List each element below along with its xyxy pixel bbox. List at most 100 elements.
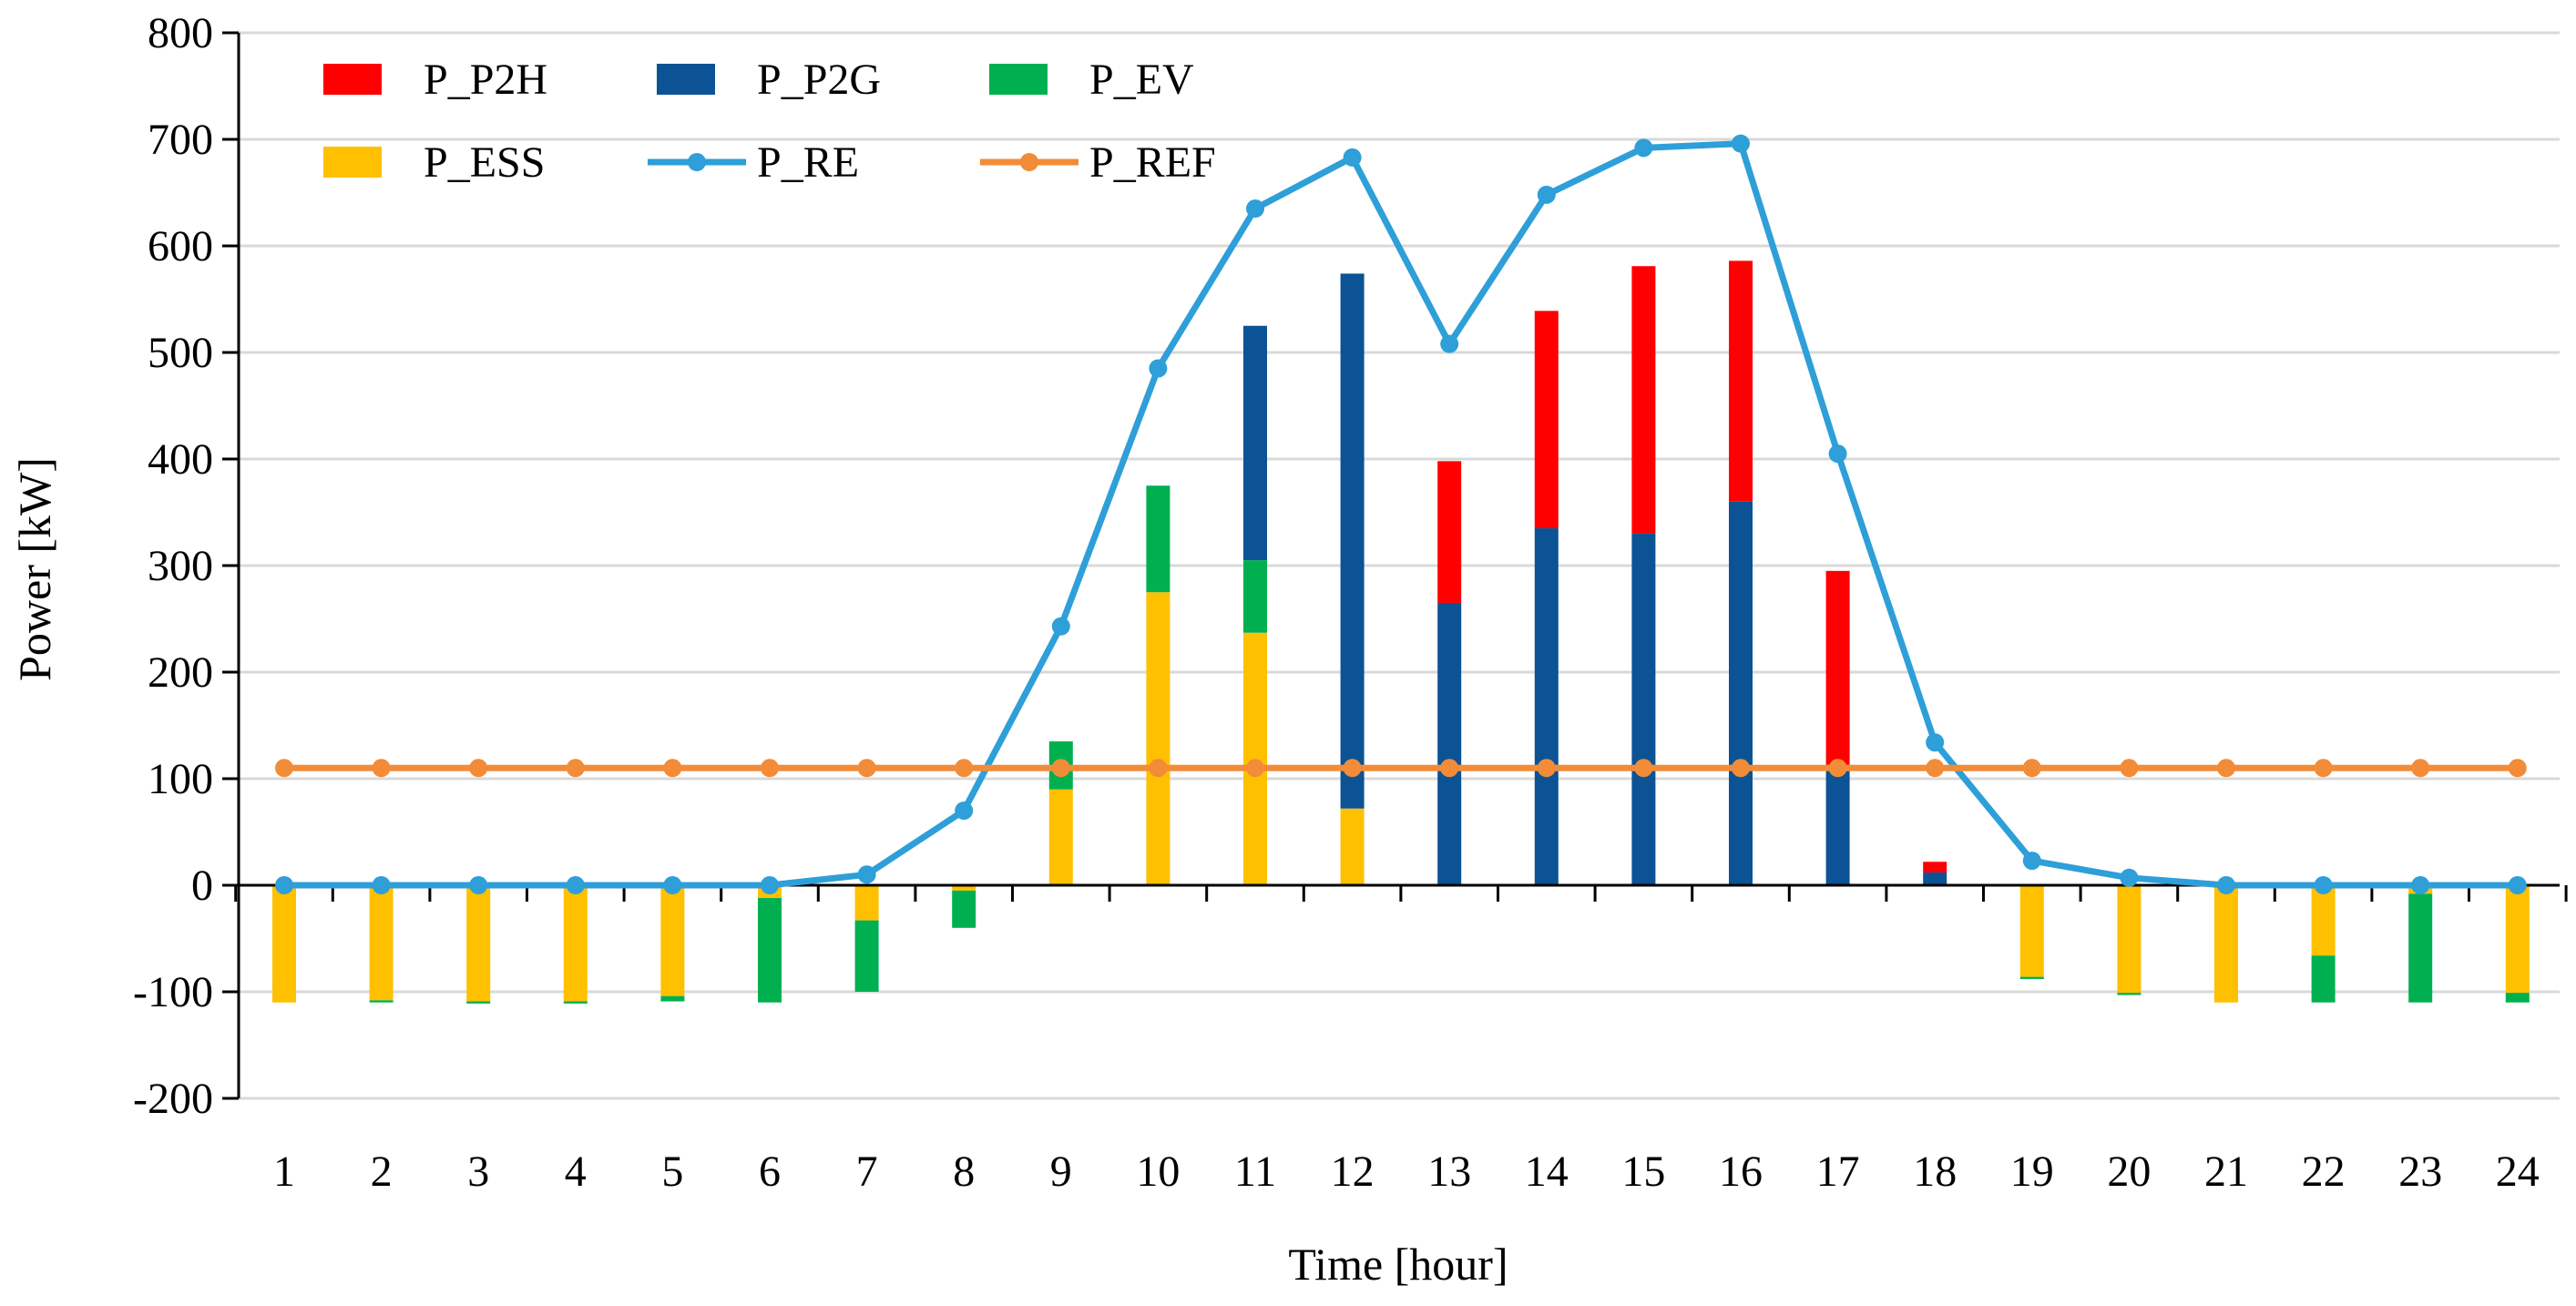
bar-p-ess (2117, 885, 2142, 994)
bar-p-p2g (1243, 325, 1267, 561)
legend-item-p-ess: P_ESS (323, 138, 545, 187)
point-p-re (2508, 876, 2527, 894)
point-p-re (1828, 444, 1847, 464)
point-p-ref (761, 759, 779, 778)
legend-label-p-p2h: P_P2H (424, 56, 547, 104)
point-p-ref (1051, 759, 1070, 778)
bar-p-p2h (1923, 862, 1947, 872)
legend-swatch-p-ev (989, 64, 1048, 95)
bar-p-ess (952, 885, 976, 891)
y-tick-label: -200 (133, 1075, 213, 1123)
x-tick-label: 17 (1816, 1148, 1860, 1196)
x-tick-label: 19 (2010, 1148, 2054, 1196)
x-tick-label: 14 (1525, 1148, 1569, 1196)
point-p-re (1634, 138, 1653, 158)
bar-p-ess (563, 885, 588, 1002)
y-tick-label: 0 (191, 862, 213, 910)
bar-p-ev (758, 898, 782, 1003)
point-p-ref (1246, 759, 1264, 778)
bar-p-p2h (1631, 266, 1656, 534)
point-p-re (2120, 868, 2139, 887)
x-tick-label: 2 (371, 1148, 393, 1196)
bar-p-p2h (1437, 461, 1462, 603)
y-tick-label: 300 (148, 542, 213, 590)
x-tick-label: 12 (1331, 1148, 1375, 1196)
grid-lines (239, 31, 2560, 1100)
point-p-ref (2411, 759, 2430, 778)
bar-p-p2g (1534, 528, 1559, 885)
legend-swatch-p-p2g (657, 64, 715, 95)
bar-p-ess (1146, 592, 1170, 885)
x-tick-label: 15 (1621, 1148, 1665, 1196)
y-axis-title: Power [kW] (9, 457, 60, 681)
point-p-ref (2508, 759, 2527, 778)
point-p-re (1051, 617, 1070, 636)
bar-p-ess (1048, 789, 1073, 885)
bar-p-ess (1340, 808, 1365, 885)
x-tick-label: 22 (2302, 1148, 2346, 1196)
bar-p-ev (466, 1001, 491, 1004)
point-p-ref (857, 759, 876, 778)
point-p-re (566, 876, 585, 894)
point-p-ref (469, 759, 488, 778)
bar-p-ess (2214, 885, 2238, 1003)
bar-p-ev (952, 890, 976, 928)
point-p-re (1440, 334, 1459, 353)
point-p-re (1343, 148, 1362, 167)
y-tick-label: -100 (133, 968, 213, 1016)
x-tick-label: 18 (1913, 1148, 1957, 1196)
point-p-ref (1440, 759, 1459, 778)
legend-label-p-ess: P_ESS (424, 138, 545, 187)
point-p-re (275, 876, 293, 894)
point-p-ref (2120, 759, 2139, 778)
point-p-ref (566, 759, 585, 778)
point-p-re (663, 876, 682, 894)
y-tick-label: 800 (148, 9, 213, 57)
bar-p-ev (1243, 560, 1267, 633)
x-tick-label: 4 (565, 1148, 587, 1196)
legend-label-p-re: P_RE (757, 138, 859, 187)
bar-p-ev (2408, 893, 2433, 1003)
point-p-re (1732, 134, 1750, 153)
legend-marker-p-re (688, 153, 706, 171)
y-tick-label: 600 (148, 222, 213, 270)
x-tick-label: 10 (1136, 1148, 1180, 1196)
bar-p-p2g (1631, 533, 1656, 885)
x-tick-label: 24 (2496, 1148, 2540, 1196)
point-p-ref (663, 759, 682, 778)
point-p-ref (2022, 759, 2041, 778)
y-tick-label: 100 (148, 755, 213, 803)
y-tick-label: 200 (148, 648, 213, 697)
point-p-ref (1926, 759, 1945, 778)
line-p-re (284, 140, 2518, 889)
point-p-re (857, 865, 876, 884)
x-tick-label: 11 (1234, 1148, 1276, 1196)
bar-p-ev (2019, 976, 2044, 979)
legend-marker-p-ref (1020, 153, 1038, 171)
x-tick-label: 3 (467, 1148, 489, 1196)
point-p-ref (372, 759, 391, 778)
bar-p-p2g (1340, 273, 1365, 809)
point-p-ref (1732, 759, 1750, 778)
y-tick-label: 400 (148, 435, 213, 484)
bar-p-ev (2117, 993, 2142, 995)
bar-p-ess (272, 885, 296, 1003)
y-tick-label: 700 (148, 116, 213, 164)
point-p-ref (1634, 759, 1653, 778)
point-p-ref (1343, 759, 1362, 778)
bar-p-p2g (1923, 872, 1947, 885)
x-tick-label: 1 (273, 1148, 295, 1196)
point-p-re (1149, 359, 1168, 378)
point-p-ref (1537, 759, 1556, 778)
legend-item-p-ev: P_EV (989, 56, 1194, 104)
x-tick-label: 21 (2204, 1148, 2248, 1196)
bar-p-ev (1146, 485, 1170, 593)
bar-p-ev (660, 995, 685, 1002)
bar-p-ess (2019, 885, 2044, 977)
bar-p-ess (854, 885, 879, 921)
bar-p-ev (563, 1001, 588, 1004)
bar-p-p2g (1825, 764, 1850, 885)
bar-p-ess (660, 885, 685, 996)
x-tick-label: 20 (2107, 1148, 2151, 1196)
